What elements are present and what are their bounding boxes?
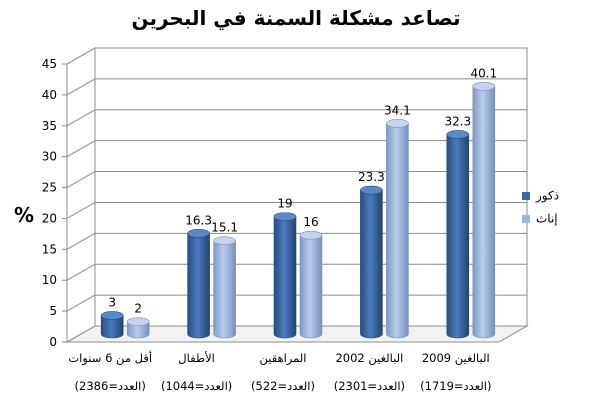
y-tick-label: 45 [42, 57, 57, 71]
gridline-side [66, 325, 96, 343]
bar [100, 311, 124, 339]
data-label: 40.1 [470, 66, 497, 80]
bar [472, 81, 496, 339]
bar-body [299, 234, 323, 339]
data-label: 32.3 [444, 114, 471, 128]
y-tick-label: 35 [42, 119, 57, 133]
bar-top [472, 81, 496, 91]
x-count-label: (العدد=2301) [334, 379, 405, 393]
data-label: 3 [108, 295, 116, 309]
y-tick-label: 15 [42, 242, 57, 256]
data-label: 16 [303, 215, 318, 229]
x-count-label: (العدد=1044) [161, 379, 232, 393]
bar-body [273, 216, 297, 339]
gridline-side [66, 263, 96, 281]
bar-top [126, 317, 150, 326]
y-tick-label: 40 [42, 88, 57, 102]
bar-top [100, 311, 124, 320]
bar-top [299, 230, 323, 240]
bar [213, 236, 236, 339]
gridline-side [66, 171, 96, 188]
gridline-side [66, 140, 96, 158]
bar-top [273, 212, 297, 221]
bar-top [360, 185, 383, 195]
gridline-side [66, 202, 96, 219]
data-label: 16.3 [185, 213, 212, 227]
y-tick-label: 30 [42, 150, 57, 164]
bar-body [213, 240, 236, 339]
bar-top [446, 130, 470, 139]
data-label: 2 [134, 302, 142, 316]
x-tick-label: أقل من 6 سنوات [68, 350, 152, 366]
bar-body [126, 321, 150, 339]
bar [126, 317, 150, 339]
bar-body [100, 315, 124, 339]
x-tick-label: البالغين 2002 [335, 351, 403, 366]
bar-top [187, 229, 210, 238]
bar-top [213, 236, 236, 246]
x-tick-label: المراهقين [260, 351, 307, 366]
bar [386, 119, 409, 339]
data-label: 15.1 [211, 221, 238, 235]
x-tick-label: الأطفال [178, 351, 215, 365]
y-tick-label: 25 [42, 181, 57, 195]
data-label: 19 [277, 197, 292, 211]
legend-swatch-female [522, 214, 530, 223]
gridline-side [66, 109, 96, 127]
y-tick-label: 0 [49, 335, 57, 349]
bar [446, 130, 470, 339]
gridline-side [66, 294, 96, 312]
legend-item-female: إناث [522, 211, 558, 226]
bar-body [360, 189, 383, 339]
y-tick-label: 10 [42, 273, 57, 287]
legend-swatch-male [522, 191, 530, 200]
x-count-label: (العدد=1719) [420, 379, 491, 393]
gridline-side [66, 232, 96, 250]
bar-body [446, 134, 470, 339]
legend-label-male: ذكور [536, 188, 560, 203]
gridline-side [66, 78, 96, 96]
data-label: 23.3 [358, 170, 385, 184]
chart-title: تصاعد مشكلة السمنة في البحرين [131, 6, 461, 30]
bar [360, 185, 383, 339]
bar-body [386, 123, 409, 339]
x-tick-label: البالغين 2009 [422, 351, 490, 366]
x-count-label: (العدد=522) [251, 379, 315, 393]
bar [299, 230, 323, 339]
y-tick-label: 20 [42, 211, 57, 225]
y-tick-label: 5 [49, 304, 57, 318]
y-axis-label: % [14, 203, 35, 227]
bar-body [187, 233, 210, 339]
bar [273, 212, 297, 339]
legend-label-female: إناث [536, 211, 558, 226]
legend-item-male: ذكور [522, 188, 559, 203]
gridline-side [66, 47, 96, 65]
data-label: 34.1 [384, 103, 411, 117]
bar-body [472, 85, 496, 339]
bar [187, 229, 210, 339]
bar-top [386, 119, 409, 128]
x-count-label: (العدد=2386) [75, 379, 146, 393]
